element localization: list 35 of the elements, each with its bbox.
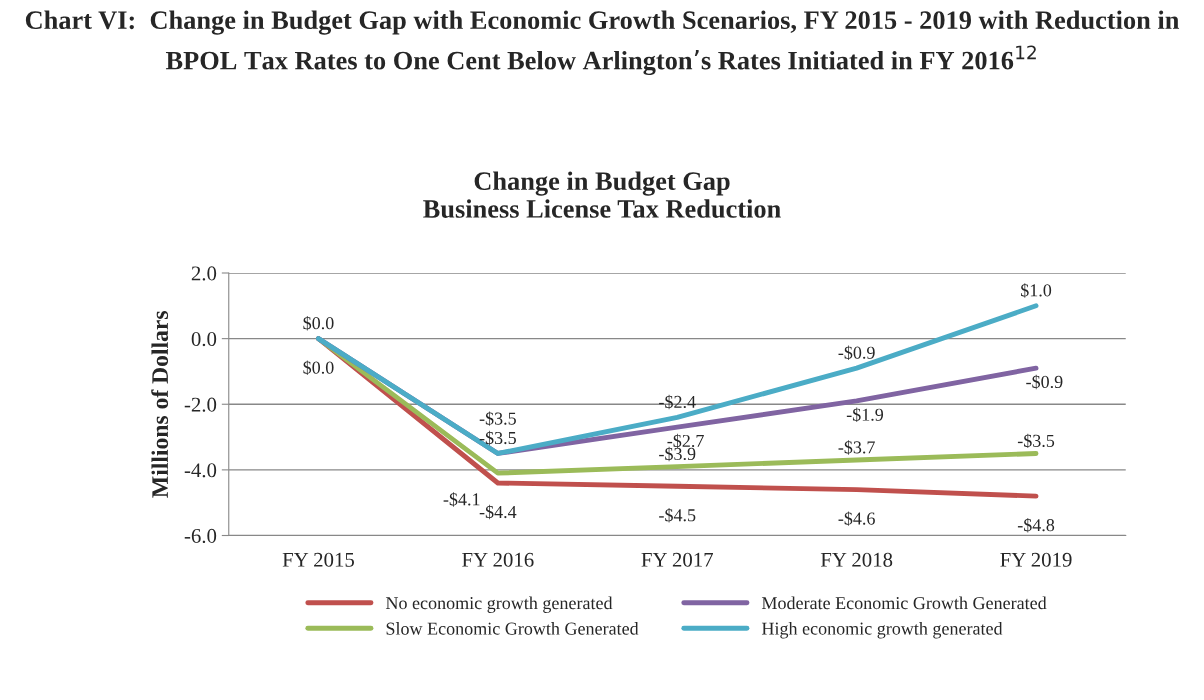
y-tick-label: 0.0 xyxy=(191,332,217,347)
y-tick-label: 2.0 xyxy=(191,266,217,281)
data-label: -$4.8 xyxy=(1017,517,1055,533)
y-tick-label: -4.0 xyxy=(184,463,217,478)
x-tick-label: FY 2018 xyxy=(820,552,893,567)
chart-subtitle: Change in Budget Gap Business License Tax Reduction xyxy=(423,171,781,218)
data-label: $1.0 xyxy=(1021,283,1052,298)
data-label: -$4.5 xyxy=(659,508,696,523)
x-tick-label: FY 2017 xyxy=(641,552,714,567)
data-label: -$3.7 xyxy=(838,440,875,455)
x-tick-label: FY 2019 xyxy=(1000,552,1072,567)
y-tick-label: -2.0 xyxy=(184,397,217,412)
x-tick-label: FY 2015 xyxy=(282,552,355,567)
data-label: -$0.9 xyxy=(838,345,875,360)
data-label: -$1.9 xyxy=(846,407,884,422)
y-tick-label: -6.0 xyxy=(184,528,217,544)
data-label: -$0.9 xyxy=(1026,374,1063,390)
legend-label: High economic growth generated xyxy=(761,622,1003,639)
data-label: -$4.4 xyxy=(479,504,517,520)
y-axis-title: Millions of Dollars xyxy=(151,311,169,498)
data-label: $0.0 xyxy=(303,360,334,375)
data-label: -$3.5 xyxy=(479,411,516,426)
data-label: -$3.9 xyxy=(659,446,696,462)
x-tick-label: FY 2016 xyxy=(462,552,534,567)
legend-label: Slow Economic Growth Generated xyxy=(386,622,639,635)
data-label: -$3.5 xyxy=(1017,433,1055,449)
data-label: $0.0 xyxy=(303,316,334,331)
data-label: -$2.7 xyxy=(667,433,704,449)
data-label: -$2.4 xyxy=(659,394,696,410)
data-label: -$4.6 xyxy=(838,511,875,526)
data-label: -$4.1 xyxy=(443,492,480,507)
data-label: -$3.5 xyxy=(479,430,516,446)
legend-label: No economic growth generated xyxy=(385,596,613,613)
chart-title: Chart VI: Change in Budget Gap with Economic Growth Scenarios, FY 2015 - 2019 with Reduction in BPOL Tax Rates to One Cent Below Arlington’s Rates Initiated in FY 2016$^{12}$ xyxy=(25,10,1180,76)
legend-label: Moderate Economic Growth Generated xyxy=(761,596,1047,610)
